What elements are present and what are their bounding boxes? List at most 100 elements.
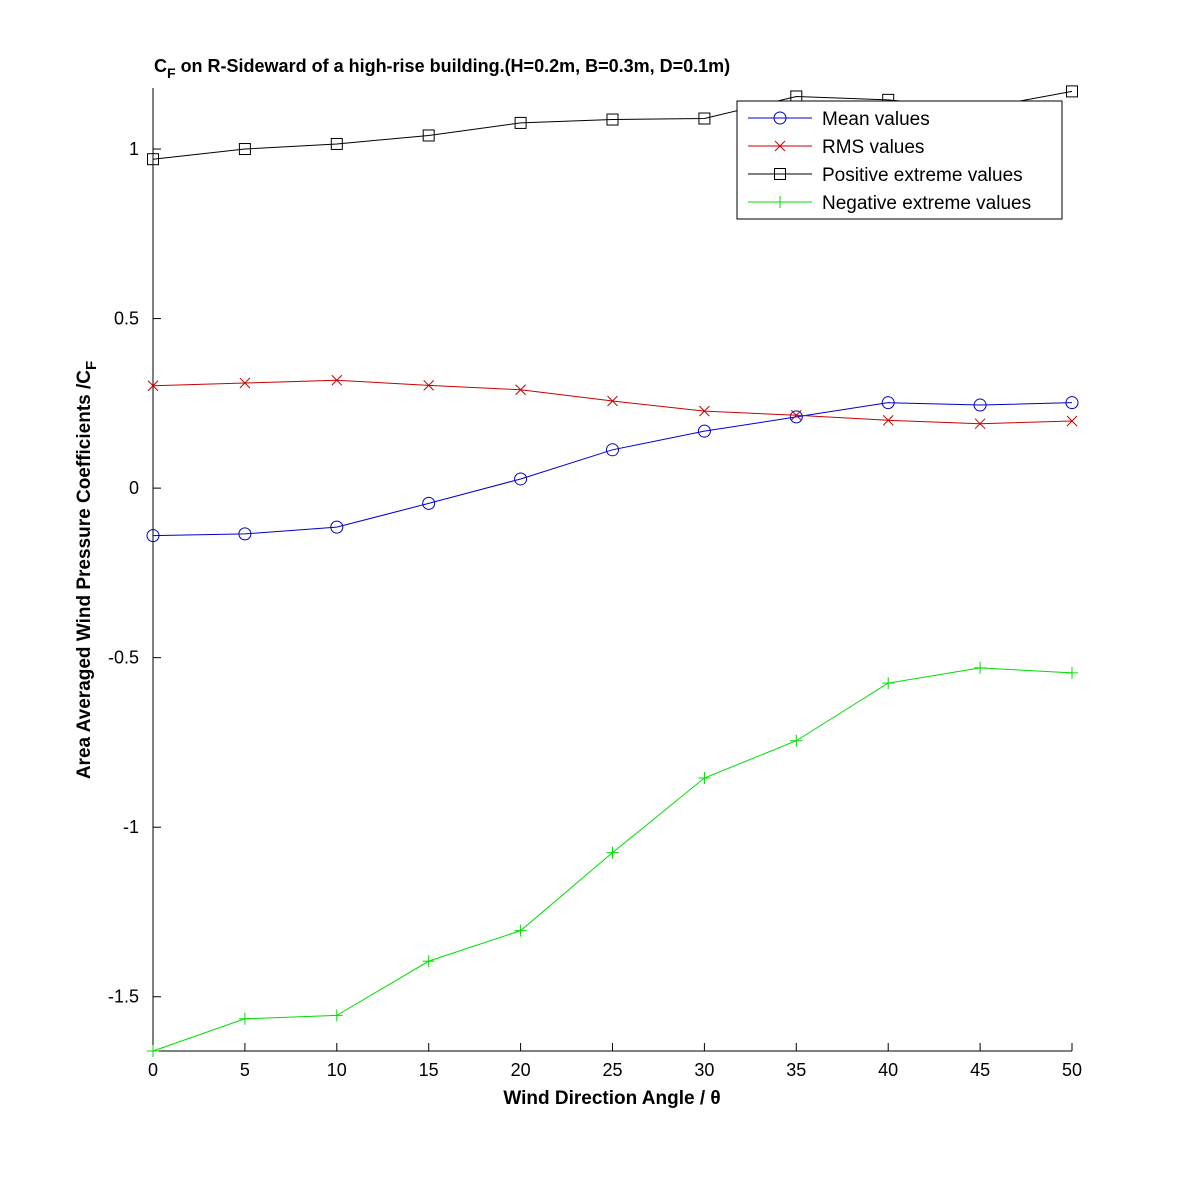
series-line <box>152 667 1073 1052</box>
data-point <box>147 1045 159 1057</box>
data-point <box>606 443 619 457</box>
x-tick-label: 50 <box>1062 1060 1082 1080</box>
data-point-stroke-b <box>1066 415 1078 427</box>
series-0 <box>146 396 1079 543</box>
chart-title-prefix: C <box>154 56 167 76</box>
data-point-stroke-b <box>790 409 802 421</box>
chart-title-subscript: F <box>167 65 176 81</box>
series-line <box>152 379 1073 425</box>
data-point <box>514 472 528 486</box>
plot-area <box>152 88 1072 1052</box>
y-tick-label: 0.5 <box>114 309 139 329</box>
legend-label: Negative extreme values <box>822 193 1031 214</box>
data-point <box>330 137 343 150</box>
x-tick-label: 5 <box>240 1060 250 1080</box>
data-point-stroke-b <box>699 405 710 417</box>
legend-marker <box>774 168 786 180</box>
data-point-stroke-b <box>974 418 986 430</box>
series-3 <box>147 661 1078 1057</box>
data-point <box>330 520 344 534</box>
legend-item: Positive extreme values <box>748 165 1023 186</box>
data-point <box>422 955 435 968</box>
data-point <box>514 116 527 129</box>
series-line <box>152 402 1073 537</box>
data-point <box>146 529 160 543</box>
data-point <box>973 398 987 412</box>
legend-label: Mean values <box>822 109 930 130</box>
x-tick-label: 40 <box>878 1060 898 1080</box>
data-point <box>699 405 710 417</box>
data-point <box>238 527 252 541</box>
legend-item: Negative extreme values <box>748 193 1031 214</box>
legend: Mean values RMS values Positive extreme va… <box>736 100 1063 220</box>
data-point-stroke-b <box>239 377 251 389</box>
chart-title: CF on R-Sideward of a high-rise building… <box>154 56 730 81</box>
data-point-stroke-b <box>607 395 618 407</box>
data-point <box>238 143 251 156</box>
data-point <box>330 1009 343 1022</box>
data-point <box>698 112 711 125</box>
legend-label: Positive extreme values <box>822 165 1023 186</box>
data-point-stroke-b <box>147 380 159 392</box>
data-point <box>238 1012 251 1025</box>
data-point <box>882 414 894 426</box>
data-point <box>331 374 343 386</box>
data-point <box>147 153 159 166</box>
legend-item: Mean values <box>748 109 930 130</box>
x-axis-title: Wind Direction Angle / θ <box>503 1088 720 1109</box>
data-point <box>974 661 987 674</box>
data-point <box>789 410 803 424</box>
x-tick-label: 10 <box>327 1060 347 1080</box>
data-point <box>606 113 619 126</box>
data-point <box>790 409 802 421</box>
y-tick-label: -1 <box>123 817 139 837</box>
data-point <box>881 396 895 410</box>
data-point <box>607 395 618 407</box>
data-point <box>1066 415 1078 427</box>
data-point <box>606 846 619 859</box>
x-tick-label: 35 <box>786 1060 806 1080</box>
data-point <box>697 424 711 438</box>
data-point <box>790 734 803 747</box>
data-point <box>1066 85 1078 98</box>
data-point <box>147 380 159 392</box>
legend-label: RMS values <box>822 137 924 158</box>
x-tick-label: 20 <box>511 1060 531 1080</box>
data-point-stroke-b <box>882 414 894 426</box>
data-point <box>423 380 435 391</box>
data-point <box>1065 396 1079 410</box>
data-point <box>1066 666 1078 679</box>
data-point-stroke-b <box>331 374 343 386</box>
legend-marker <box>774 196 786 208</box>
series-1 <box>147 374 1078 430</box>
data-point <box>974 418 986 430</box>
legend-box <box>736 100 1063 220</box>
y-axis-title: Area Averaged Wind Pressure Coefficients… <box>74 361 100 779</box>
x-tick-label: 0 <box>148 1060 158 1080</box>
x-tick-label: 25 <box>602 1060 622 1080</box>
legend-item: RMS values <box>748 137 924 158</box>
x-tick-label: 45 <box>970 1060 990 1080</box>
data-point <box>882 677 895 690</box>
data-point-stroke-b <box>423 380 435 391</box>
data-point <box>515 384 526 396</box>
legend-marker <box>773 111 787 125</box>
y-tick-label: -0.5 <box>108 648 139 668</box>
series-layer <box>146 85 1079 1057</box>
x-tick-label: 30 <box>694 1060 714 1080</box>
chart-title-rest: on R-Sideward of a high-rise building.(H… <box>176 56 731 76</box>
y-axis-title-subscript: F <box>83 361 100 370</box>
y-ticks: 1 0.5 0 -0.5 -1 -1.5 <box>108 139 161 1007</box>
data-point <box>239 377 251 389</box>
data-point <box>422 129 435 142</box>
y-tick-label: -1.5 <box>108 987 139 1007</box>
x-tick-label: 15 <box>419 1060 439 1080</box>
data-point <box>422 496 436 510</box>
data-point <box>698 772 711 785</box>
y-tick-label: 1 <box>129 139 139 159</box>
data-point-stroke-b <box>515 384 526 396</box>
legend-marker <box>774 140 786 152</box>
legend-marker-stroke-b <box>774 140 786 152</box>
data-point <box>514 924 527 937</box>
